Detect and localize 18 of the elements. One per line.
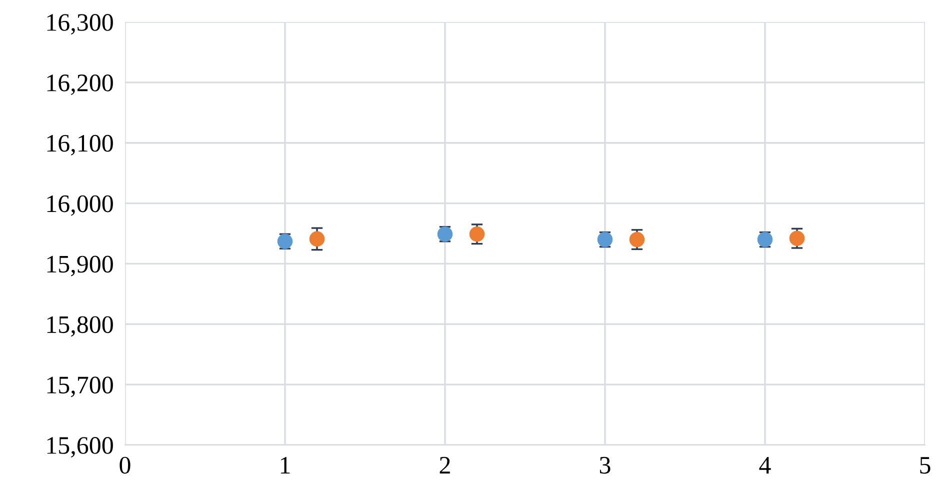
- x-tick-label: 0: [120, 456, 130, 474]
- x-tick-label: 3: [600, 456, 610, 474]
- y-tick-label: 15,700: [47, 376, 113, 398]
- point: [309, 231, 325, 247]
- y-tick-label: 15,600: [47, 437, 113, 458]
- x-tick-label: 2: [440, 456, 450, 474]
- point: [469, 226, 485, 242]
- x-tick-label: 5: [920, 457, 930, 474]
- y-tick-label: 16,100: [47, 134, 113, 156]
- y-tick-label: 16,300: [47, 14, 113, 35]
- point: [789, 230, 805, 246]
- point: [629, 232, 645, 248]
- x-tick-label: 4: [759, 457, 771, 474]
- y-tick-label: 16,000: [47, 195, 113, 216]
- y-tick-label: 15,800: [47, 316, 113, 337]
- y-tick-label: 15,900: [47, 256, 113, 276]
- x-tick-label: 1: [280, 456, 290, 474]
- y-tick-label: 16,200: [47, 74, 113, 95]
